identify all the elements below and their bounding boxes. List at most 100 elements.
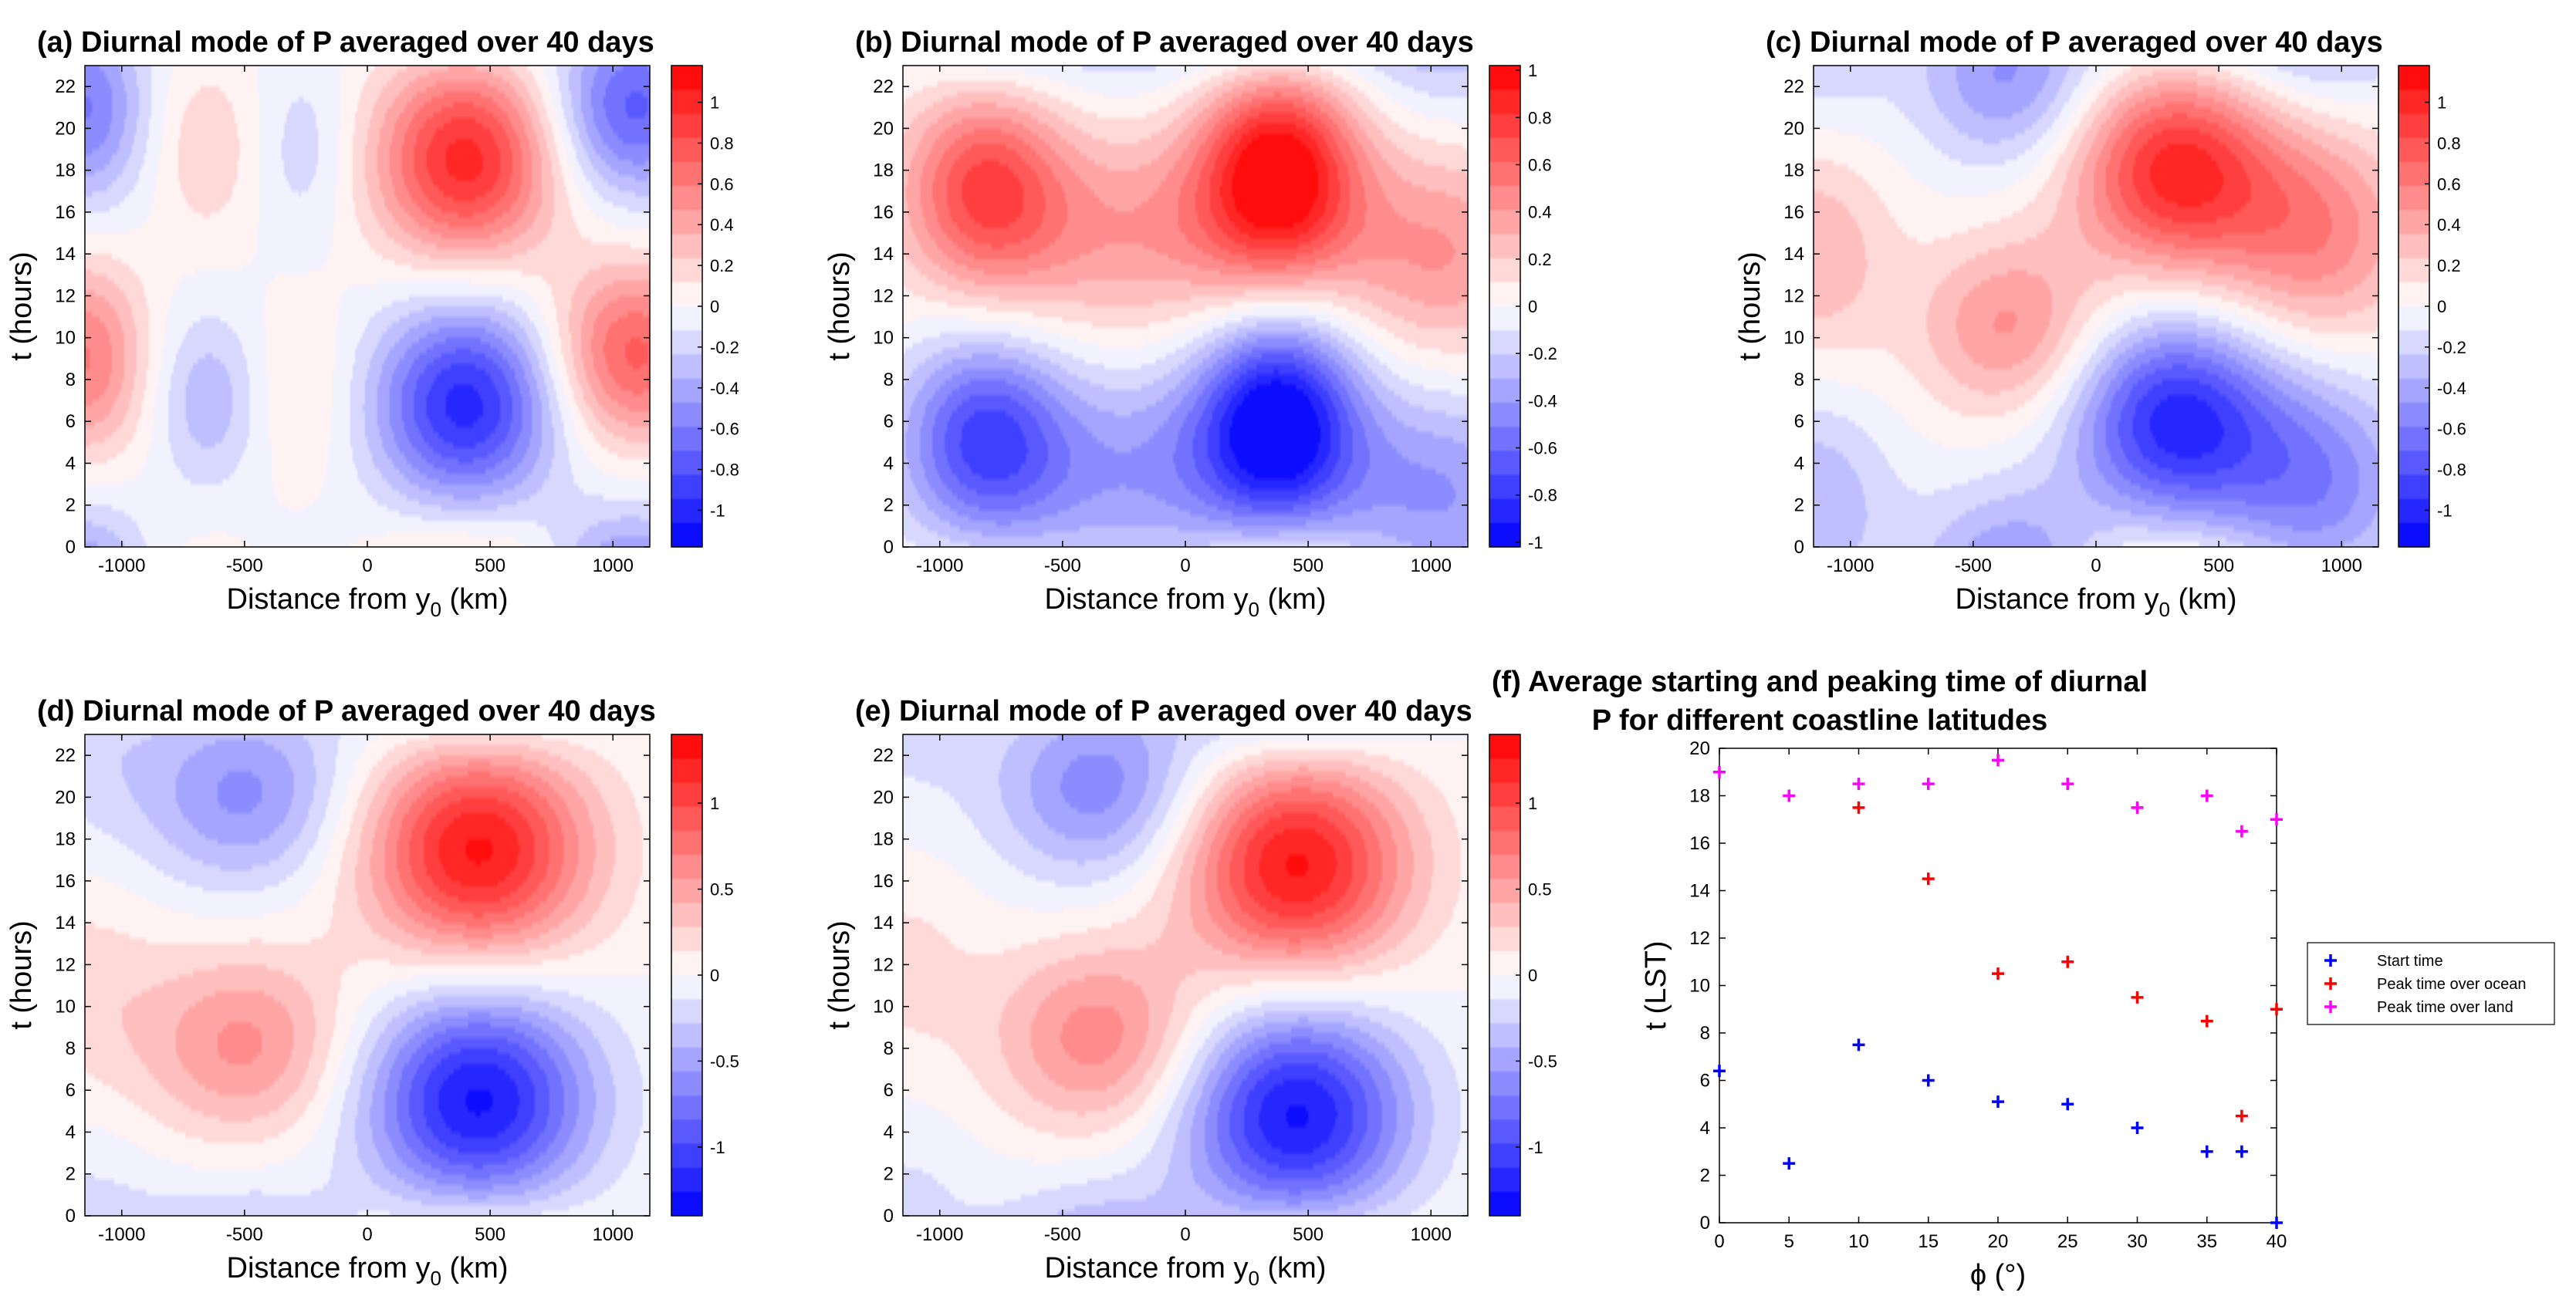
colorbar-tick-label: 0.8 [2437,133,2461,153]
y-axis-label: t (hours) [5,920,38,1029]
colorbar-tick-label: 0.8 [710,133,734,153]
y-tick-label: 18 [55,829,76,850]
colorbar: -1 -0.8 -0.6 -0.4 -0.2 0 0.2 0.4 0.6 0.8 1 [671,65,739,548]
y-tick-label: 18 [1689,786,1710,807]
colorbar-tick-label: -0.4 [1528,391,1557,410]
legend-marker [2324,1001,2337,1013]
x-tick-label: 1000 [593,1224,634,1245]
y-tick-label: 2 [66,495,76,516]
y-tick-label: 12 [873,285,894,306]
data-point [2061,955,2074,968]
data-point [1922,1074,1935,1087]
x-tick-label: 0 [1714,1231,1724,1252]
colorbar-tick-label: 0.2 [1528,250,1552,269]
y-tick-label: 10 [55,997,76,1018]
y-tick-label: 10 [873,997,894,1018]
data-point [2200,1145,2213,1158]
heatmap-field [1814,66,2378,547]
x-tick-label: -1000 [1827,555,1874,576]
y-tick-label: 16 [1689,833,1710,854]
x-axis-label-unit: (km) [441,583,509,616]
y-tick-label: 10 [1783,328,1804,349]
x-tick-label: 25 [2057,1231,2078,1252]
x-tick-label: 1000 [1411,555,1452,576]
x-tick-label: 1000 [593,555,634,576]
x-tick-label: -500 [1955,555,1992,576]
legend-entry: Start time [2377,953,2443,970]
legend-box [2307,942,2555,1025]
data-point [2061,778,2074,791]
y-tick-label: 16 [55,871,76,892]
data-point [2235,825,2248,838]
data-point [1852,801,1865,814]
y-tick-label: 6 [884,411,894,432]
data-point [2131,1122,2144,1134]
data-point [1783,789,1796,802]
x-axis-label-subscript: 0 [1248,598,1259,621]
data-point [1713,765,1726,778]
y-tick-label: 0 [884,537,894,558]
x-tick-label: 500 [2203,555,2234,576]
data-point [1783,1157,1796,1170]
x-tick-label: -500 [226,1224,263,1245]
y-tick-label: 6 [1700,1071,1710,1092]
y-tick-label: 0 [66,537,76,558]
y-tick-label: 8 [1700,1023,1710,1044]
colorbar-tick-label: -0.2 [710,338,739,357]
colorbar-tick-label: 0.6 [2437,174,2461,194]
colorbar-tick-label: -1 [1528,1138,1543,1157]
y-tick-label: 20 [55,118,76,139]
y-tick-label: 6 [66,411,76,432]
x-tick-label: 0 [362,1224,372,1245]
heatmap-field [903,734,1468,1216]
colorbar-tick-label: 0 [710,966,719,985]
heatmap-field [903,66,1468,547]
y-tick-label: 10 [1689,976,1710,997]
heatmap-field [85,734,650,1216]
y-tick-label: 4 [1794,453,1804,474]
y-tick-label: 20 [55,787,76,808]
data-point [2200,1014,2213,1028]
colorbar-tick-label: 1 [1528,61,1537,80]
colorbar: -1 -0.8 -0.6 -0.4 -0.2 0 0.2 0.4 0.6 0.8 1 [1489,61,1557,552]
data-point [1713,1065,1726,1078]
y-tick-label: 12 [1783,285,1804,306]
data-point [1992,754,2004,767]
x-tick-label: 0 [362,555,372,576]
y-tick-label: 4 [884,453,894,474]
colorbar-tick-label: -0.4 [710,379,739,398]
y-tick-label: 12 [55,954,76,975]
x-tick-label: 500 [475,1224,505,1245]
colorbar-tick-label: 0.2 [2437,256,2461,275]
x-tick-label: -1000 [916,555,963,576]
colorbar-tick-label: 1 [710,93,719,113]
y-tick-label: 16 [873,202,894,223]
y-tick-label: 14 [1689,881,1710,902]
heatmap-field [85,66,650,547]
y-tick-label: 22 [1783,76,1804,97]
data-point [1852,778,1865,791]
colorbar-tick-label: -1 [710,1138,725,1157]
y-tick-label: 4 [66,453,76,474]
y-tick-label: 8 [884,1038,894,1059]
colorbar-tick-label: -1 [1528,533,1543,552]
y-axis-label: t (hours) [823,920,856,1029]
y-tick-label: 16 [1783,202,1804,223]
colorbar-tick-label: 1 [1528,794,1537,813]
y-tick-label: 2 [884,495,894,516]
y-tick-label: 14 [1783,244,1804,265]
x-tick-label: 0 [1180,555,1190,576]
x-tick-label: 1000 [2321,555,2362,576]
colorbar-tick-label: 0.8 [1528,108,1552,127]
data-point [1992,967,2004,981]
colorbar-tick-label: -1 [2437,501,2453,520]
x-axis-label-main: Distance from y [227,1252,431,1284]
x-axis-label-main: Distance from y [1956,583,2159,616]
colorbar-gradient [671,66,702,547]
x-axis-label: Distance from y0 (km) [1956,583,2237,621]
y-tick-label: 16 [55,202,76,223]
x-tick-label: 35 [2196,1231,2217,1252]
colorbar: -1 -0.5 0 0.5 1 [1489,734,1557,1217]
legend: Start time Peak time over ocean Peak time … [2307,942,2555,1025]
